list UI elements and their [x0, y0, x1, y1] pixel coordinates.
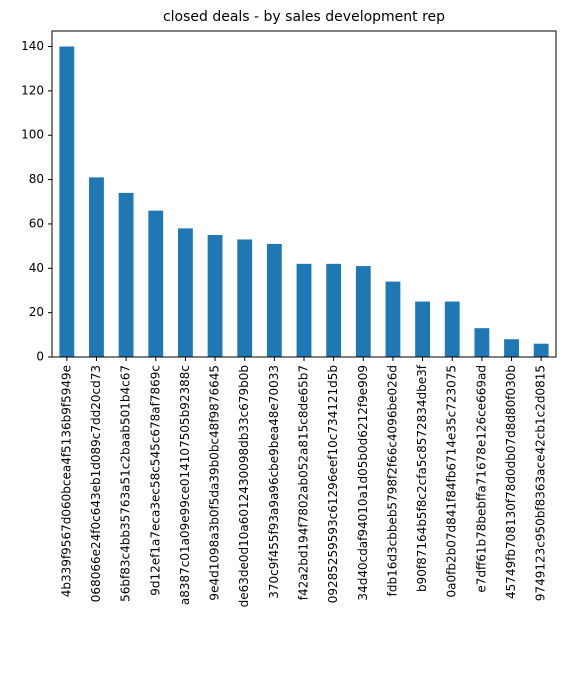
x-tick-label: 9e4d1098a3b0f5da39b0bc48f9876645 [208, 365, 222, 601]
x-tick-label: 56bf83c4bb35763a51c2baab501b4c67 [119, 365, 133, 602]
bar [237, 239, 253, 357]
x-tick-label: a8387c01a09e99ce014107505b92388c [178, 365, 192, 605]
x-tick-label: fdb16d3cbbeb5798f2f66c4096be026d [385, 365, 399, 596]
bar [178, 228, 193, 357]
x-tick-label: 34d40cdaf94010a1d05b0d6212f9e909 [356, 365, 370, 601]
x-tick-label: 370c9f455f93a9a96cbe9bea48e70033 [267, 365, 281, 599]
x-tick-label: 0a0fb2b07d841f84fb6714e35c723075 [445, 365, 459, 597]
bar [266, 243, 282, 357]
x-tick-label: de63de0d10a6012430098db33c679b0b [237, 365, 251, 607]
bar [207, 235, 223, 357]
x-tick-label: 45749fb708130f78d0db07d8d80f030b [504, 365, 518, 599]
bar [385, 281, 401, 357]
bar [504, 339, 519, 357]
x-tick-label: b90f87164b5f8c2cfa5c8572834dbe3f [415, 364, 429, 592]
bar [148, 210, 164, 357]
plot-frame [51, 30, 557, 358]
x-tick-label: 068066e24f0c643eb1d089c7dd20cd73 [89, 365, 103, 602]
y-tick-label: 100 [21, 128, 44, 142]
y-tick-label: 120 [21, 83, 44, 97]
x-tick-label: 09285259593c61296eef10c734121d5b [326, 365, 340, 603]
bar [59, 46, 75, 358]
x-tick-label: 9749123c950bf8363ace42cb1c2d0815 [534, 365, 548, 601]
y-tick-label: 60 [29, 216, 44, 230]
bar [355, 266, 371, 357]
x-tick-label: 9d12ef1a7eca3ec58c545c678af7869c [148, 365, 162, 596]
bar [533, 343, 549, 357]
y-tick-label: 80 [29, 172, 44, 186]
bar [474, 328, 490, 357]
y-tick-label: 40 [29, 261, 44, 275]
bar [118, 192, 134, 357]
y-tick-label: 140 [21, 39, 44, 53]
y-tick-label: 0 [36, 350, 44, 364]
bar [326, 263, 342, 357]
bar [415, 301, 430, 357]
x-tick-label: f42a2bd194f7802ab052a815c8de65b7 [297, 365, 311, 600]
y-tick-label: 20 [29, 305, 44, 319]
chart-title: closed deals - by sales development rep [163, 9, 445, 25]
bar [444, 301, 460, 357]
bar [296, 263, 312, 357]
x-tick-label: 4b339f9567d060bcea4f5136b9f5949e [59, 365, 73, 597]
bar [89, 177, 104, 357]
x-tick-label: e7dff61b78bebffa71678e126ce669ad [474, 365, 488, 593]
